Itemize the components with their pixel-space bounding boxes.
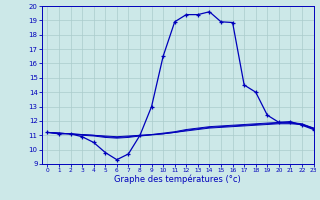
X-axis label: Graphe des températures (°c): Graphe des températures (°c)	[114, 174, 241, 184]
